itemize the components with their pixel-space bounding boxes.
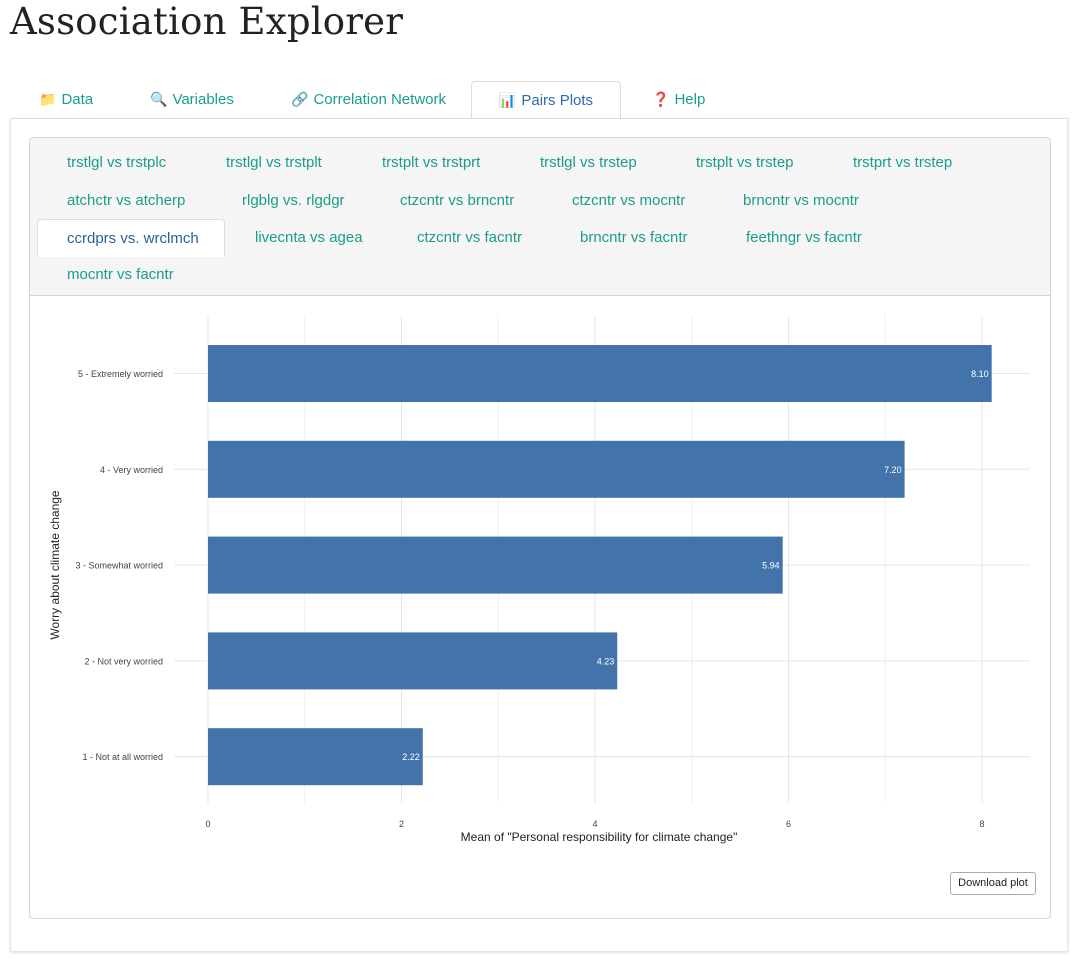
bar-value-label: 2.22 — [402, 752, 420, 762]
tab-correlation-network[interactable]: 🔗 Correlation Network — [281, 81, 456, 118]
bar-value-label: 5.94 — [762, 561, 780, 571]
folder-icon: 📁 — [39, 91, 57, 107]
bar-value-label: 4.23 — [597, 656, 615, 666]
x-axis-title: Mean of "Personal responsibility for cli… — [461, 830, 738, 844]
y-axis-title: Worry about climate change — [48, 490, 62, 640]
bar — [208, 728, 423, 786]
tab-label: Help — [674, 91, 706, 108]
y-tick-label: 2 - Not very worried — [84, 656, 163, 666]
pair-tab[interactable]: brncntr vs mocntr — [743, 192, 859, 209]
bar-value-label: 7.20 — [884, 465, 902, 475]
pair-tab[interactable]: trstplt vs trstprt — [382, 154, 481, 171]
pair-tab[interactable]: livecnta vs agea — [255, 229, 363, 246]
app-title: Association Explorer — [10, 0, 404, 43]
bar-value-label: 8.10 — [971, 369, 989, 379]
pair-tab[interactable]: ctzcntr vs facntr — [417, 229, 523, 246]
pair-tab[interactable]: ctzcntr vs brncntr — [400, 192, 515, 209]
search-icon: 🔍 — [150, 91, 168, 107]
link-icon: 🔗 — [291, 91, 309, 107]
chart-area: 8.10 5 - Extremely worried 7.20 4 - Very wo… — [30, 296, 1050, 856]
pair-tab[interactable]: rlgblg vs. rlgdgr — [242, 192, 345, 209]
pairs-plot-card: trstlgl vs trstplc trstlgl vs trstplt tr… — [29, 137, 1051, 919]
pair-tab[interactable]: mocntr vs facntr — [67, 266, 174, 283]
bar-chart: 8.10 5 - Extremely worried 7.20 4 - Very wo… — [48, 316, 1030, 844]
pair-tab[interactable]: brncntr vs facntr — [580, 229, 688, 246]
x-tick-label: 6 — [786, 819, 791, 829]
pair-tab[interactable]: atchctr vs atcherp — [67, 192, 186, 209]
y-tick-label: 4 - Very worried — [100, 465, 163, 475]
x-tick-label: 2 — [399, 819, 404, 829]
pair-tab[interactable]: feethngr vs facntr — [746, 229, 862, 246]
pair-tab-bar: trstlgl vs trstplc trstlgl vs trstplt tr… — [30, 138, 1050, 296]
x-tick-label: 4 — [592, 819, 597, 829]
x-tick-label: 0 — [205, 819, 210, 829]
tab-help[interactable]: ❓ Help — [642, 81, 715, 118]
pair-tab[interactable]: trstprt vs trstep — [853, 154, 953, 171]
pair-tab[interactable]: ctzcntr vs mocntr — [572, 192, 686, 209]
pair-tab[interactable]: trstlgl vs trstplc — [67, 154, 167, 171]
y-tick-label: 3 - Somewhat worried — [75, 561, 163, 571]
pair-tab-active[interactable]: ccrdprs vs. wrclmch — [37, 219, 225, 257]
x-tick-label: 8 — [979, 819, 984, 829]
tab-pairs-plots[interactable]: 📊 Pairs Plots — [471, 81, 621, 119]
tab-label: Variables — [172, 91, 234, 108]
bar — [208, 345, 992, 402]
pair-tab[interactable]: trstlgl vs trstplt — [226, 154, 322, 171]
bar-chart-icon: 📊 — [498, 92, 517, 108]
pair-tab[interactable]: trstlgl vs trstep — [540, 154, 637, 171]
download-plot-button[interactable]: Download plot — [950, 872, 1036, 895]
main-panel: trstlgl vs trstplc trstlgl vs trstplt tr… — [10, 118, 1068, 952]
question-icon: ❓ — [652, 91, 670, 107]
main-tab-bar: 📁 Data 🔍 Variables 🔗 Correlation Network 📊 P… — [10, 81, 1068, 119]
tab-label: Pairs Plots — [521, 92, 594, 109]
y-tick-label: 5 - Extremely worried — [78, 369, 163, 379]
y-tick-label: 1 - Not at all worried — [82, 752, 163, 762]
bar — [208, 440, 905, 498]
bar — [208, 536, 783, 594]
pair-tab[interactable]: trstplt vs trstep — [696, 154, 794, 171]
tab-label: Data — [61, 91, 94, 108]
tab-label: Correlation Network — [313, 91, 446, 108]
bar — [208, 632, 618, 690]
tab-variables[interactable]: 🔍 Variables — [140, 81, 244, 118]
tab-data[interactable]: 📁 Data — [29, 81, 103, 118]
